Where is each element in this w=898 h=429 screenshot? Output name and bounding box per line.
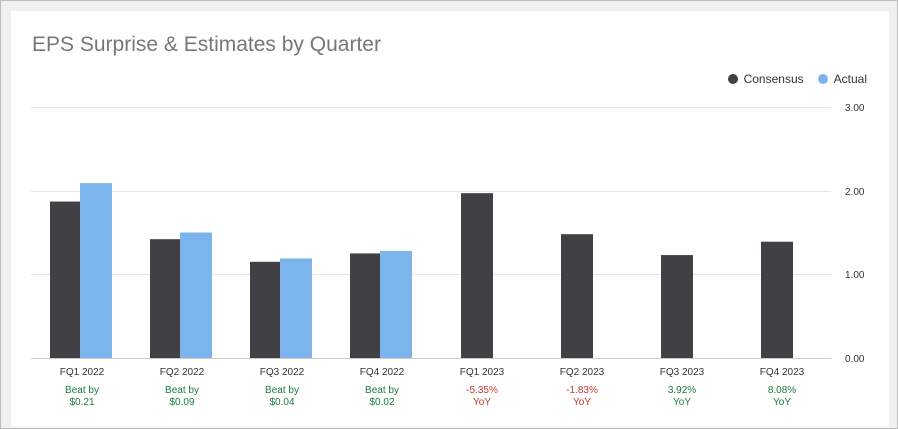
y-tick-label-1: 1.00 (845, 270, 865, 281)
x-tick-label-4: FQ1 2023 (460, 367, 505, 378)
annotation-line1-6: 3.92% (668, 385, 696, 396)
legend-dot-consensus (727, 74, 738, 84)
annotation-line2-1: $0.09 (169, 397, 194, 408)
x-tick-label-3: FQ4 2022 (360, 367, 405, 378)
y-tick-label-2: 2.00 (845, 187, 865, 198)
annotation-line2-5: YoY (573, 397, 591, 408)
x-tick-label-6: FQ3 2023 (660, 367, 705, 378)
bar-consensus-1 (150, 239, 182, 358)
legend-label-consensus: Consensus (743, 72, 804, 86)
legend-item-consensus[interactable]: Consensus (727, 72, 804, 86)
annotation-line1-7: 8.08% (768, 385, 796, 396)
bar-consensus-4 (461, 193, 493, 358)
y-tick-label-0: 0.00 (845, 354, 865, 365)
legend-label-actual: Actual (833, 72, 867, 86)
x-tick-label-5: FQ2 2023 (560, 367, 605, 378)
bar-consensus-5 (561, 234, 593, 358)
x-tick-label-7: FQ4 2023 (760, 367, 805, 378)
annotation-line1-5: -1.83% (566, 385, 598, 396)
bar-consensus-3 (350, 253, 382, 358)
annotation-line1-0: Beat by (65, 385, 99, 396)
annotation-line2-7: YoY (773, 397, 791, 408)
x-tick-label-1: FQ2 2022 (160, 367, 205, 378)
chart-card: EPS Surprise & Estimates by Quarter Cons… (11, 11, 889, 427)
annotation-line1-4: -5.35% (466, 385, 498, 396)
bar-consensus-2 (250, 261, 282, 358)
bar-consensus-6 (661, 255, 693, 358)
bar-actual-3 (380, 250, 412, 358)
bar-consensus-7 (761, 241, 793, 358)
legend-dot-actual (817, 74, 828, 84)
annotation-line1-2: Beat by (265, 385, 299, 396)
x-tick-label-2: FQ3 2022 (260, 367, 305, 378)
annotation-line2-6: YoY (673, 397, 691, 408)
annotation-line1-1: Beat by (165, 385, 199, 396)
y-tick-label-3: 3.00 (845, 103, 865, 114)
bar-actual-1 (180, 232, 212, 358)
legend-item-actual[interactable]: Actual (817, 72, 867, 86)
annotation-line1-3: Beat by (365, 385, 399, 396)
bar-consensus-0 (50, 201, 82, 358)
annotation-line2-2: $0.04 (269, 397, 294, 408)
chart-title: EPS Surprise & Estimates by Quarter (32, 33, 381, 56)
annotation-line2-0: $0.21 (69, 397, 94, 408)
annotation-line2-3: $0.02 (369, 397, 394, 408)
annotation-line2-4: YoY (473, 397, 491, 408)
bar-actual-2 (280, 258, 312, 358)
bar-actual-0 (80, 183, 112, 358)
legend: Consensus Actual (727, 72, 867, 86)
x-tick-label-0: FQ1 2022 (60, 367, 105, 378)
